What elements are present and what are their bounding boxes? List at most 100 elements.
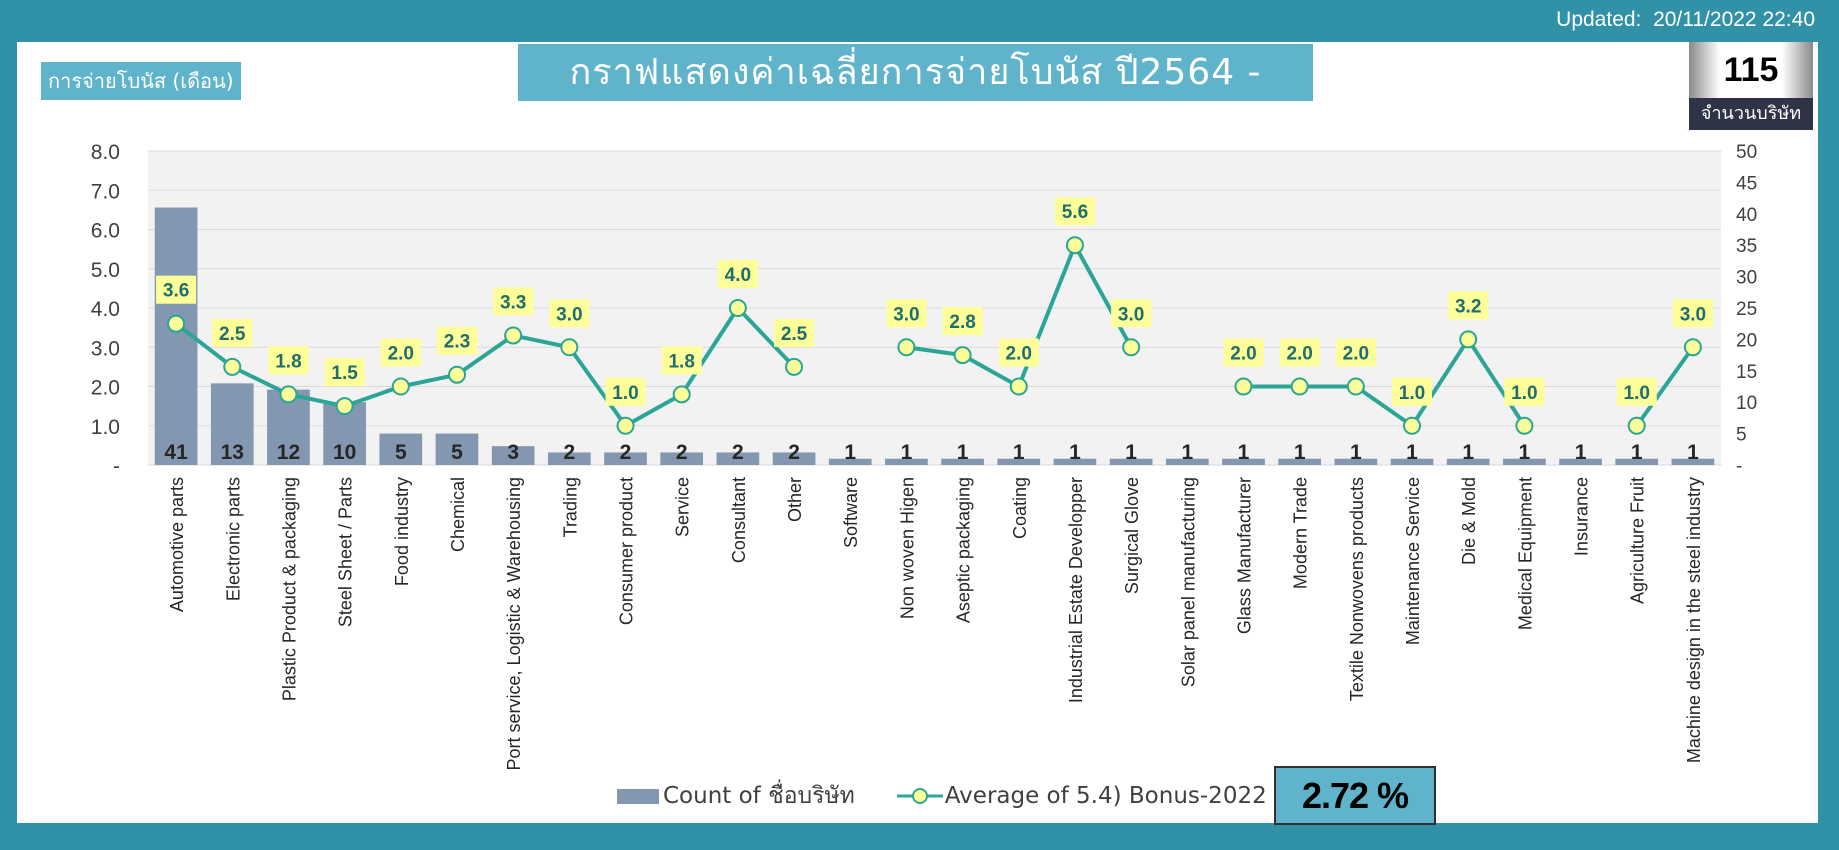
line-value-label: 1.0 [1511,383,1537,404]
category-label: Die & Mold [1459,477,1479,565]
updated-timestamp: Updated: 20/11/2022 22:40 [1556,8,1815,32]
right-tick-label: 45 [1736,173,1757,194]
company-count-label: จำนวนบริษัท [1689,98,1813,130]
category-label: Plastic Product & packaging [279,477,299,701]
bar-value-label: 1 [901,441,913,464]
category-label: Electronic parts [223,477,243,601]
line-marker [672,385,691,404]
left-tick-label: 6.0 [91,220,120,243]
right-tick-label: 5 [1736,425,1747,446]
bar-value-label: 2 [788,441,800,464]
line-value-label: 3.3 [500,292,526,313]
line-marker [1515,416,1534,435]
category-label: Consultant [729,477,749,563]
bar [379,433,423,465]
line-label-box [774,318,815,347]
left-tick-label: 1.0 [91,416,120,439]
line-segment [1634,345,1695,428]
updated-label: Updated: [1556,8,1642,31]
bar [1165,458,1209,465]
bar [660,452,704,465]
line-series [167,236,1702,435]
line-value-label: 2.3 [444,332,470,353]
legend-label-average: Average of 5.4) Bonus-2022 [944,783,1267,809]
left-tick-label: 4.0 [91,298,120,321]
line-value-label: 1.0 [1399,383,1425,404]
line-marker [1122,338,1141,357]
line-marker [560,338,579,357]
line-segment [623,392,684,428]
line-value-label: 1.0 [1624,383,1650,404]
bar [1053,458,1097,465]
line-segment [1466,337,1527,428]
line-value-label: 5.6 [1062,202,1088,223]
bar-value-label: 1 [1069,441,1081,464]
line-label-box [156,275,197,304]
legend: Count of ชื่อบริษัท Average of 5.4) Bonu… [617,776,1309,816]
line-value-label: 1.0 [612,383,638,404]
legend-bar-swatch [617,788,659,804]
bar-value-label: 1 [1575,441,1587,464]
category-label: Food industry [392,477,412,586]
line-segment [230,364,291,397]
line-marker [1346,377,1365,396]
line-label-box [436,326,477,355]
line-value-label: 1.8 [668,351,694,372]
line-data-labels: 3.6 2.5 1.8 1.5 2.0 2.3 3.3 3.0 1.0 1.8 4.0 2.5 3.0 2… [156,197,1713,406]
bar [1109,458,1153,465]
line-label-box [549,299,590,328]
category-label: Other [785,477,805,522]
bar [1559,458,1602,465]
updated-value: 20/11/2022 22:40 [1653,8,1815,31]
line-segment [1072,243,1134,350]
left-tick-label: 3.0 [91,337,120,360]
left-tick-label: 8.0 [91,141,120,164]
bar-value-label: 1 [1350,441,1362,464]
bar-value-label: 1 [1406,441,1418,464]
line-label-box [1672,299,1713,328]
bar [210,383,254,465]
line-label-box [661,346,702,375]
bar-value-label: 13 [221,441,244,464]
bar [941,458,984,465]
bar [1334,458,1378,465]
line-value-label: 2.0 [1343,344,1369,365]
legend-item-average: Average of 5.4) Bonus-2022 [896,783,1267,809]
line-value-label: 1.5 [331,363,358,384]
line-segment [1410,337,1471,428]
category-label: Automotive parts [167,477,187,612]
bar-value-label: 12 [277,441,300,464]
category-label: Modern Trade [1291,477,1311,589]
line-marker [1234,377,1253,396]
bar [772,452,816,465]
line-label-box [942,307,983,336]
bar-value-label: 1 [1181,441,1193,464]
right-axis: - 5 10 15 20 25 30 35 40 45 50 [1736,142,1757,477]
line-value-label: 3.2 [1455,296,1481,317]
bar [1278,458,1322,465]
bar-value-label: 3 [507,441,519,464]
category-label: Steel Sheet / Parts [336,477,356,627]
line-marker [1459,330,1478,349]
line-marker [728,299,747,317]
line-value-label: 3.0 [556,304,582,325]
line-segment [567,345,628,428]
bar [547,452,591,465]
line-label-box [1111,299,1152,328]
bar-value-label: 1 [1631,441,1643,464]
line-value-label: 2.0 [388,344,414,365]
right-tick-label: 40 [1736,205,1757,226]
line-label-box [1335,338,1376,367]
category-label: Trading [560,477,580,537]
bar-value-label: 1 [1238,441,1250,464]
category-label: Consumer product [617,477,637,625]
category-label: Machine design in the steel industry [1684,477,1704,763]
line-label-box [1054,197,1095,226]
line-marker [897,338,916,357]
category-label: Agriculture Fruit [1628,477,1648,604]
line-segment [735,306,797,369]
bar [604,452,647,465]
bar [491,446,535,465]
bar-value-label: 1 [1462,441,1474,464]
bar-value-label: 2 [620,441,632,464]
